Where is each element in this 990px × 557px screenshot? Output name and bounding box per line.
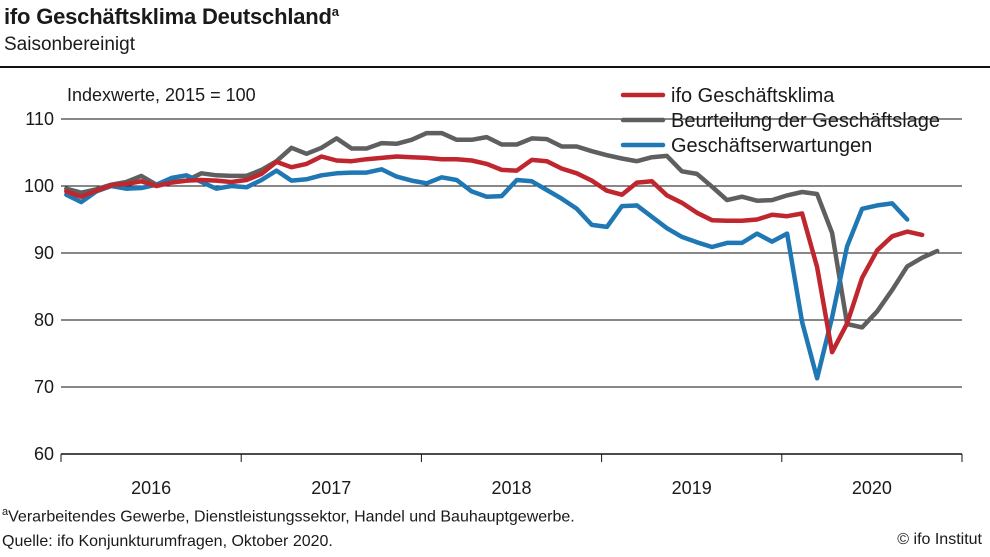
footnote: aVerarbeitendes Gewerbe, Dienstleistungs… xyxy=(2,506,575,526)
y-tick-label: 60 xyxy=(34,444,54,464)
chart-title: ifo Geschäftsklima Deutschlanda xyxy=(4,4,339,30)
y-tick-label: 70 xyxy=(34,377,54,397)
line-chart: 60 70 80 90 100 110 2016 2017 2018 2019 2020 Indexw… xyxy=(24,85,963,498)
source-note: Quelle: ifo Konjunkturumfragen, Oktober … xyxy=(2,533,333,550)
y-tick-label: 90 xyxy=(34,243,54,263)
footnote-mark: a xyxy=(2,506,9,518)
x-tick-label: 2020 xyxy=(852,478,892,498)
x-tick-label: 2019 xyxy=(672,478,712,498)
legend-label: Geschäftserwartungen xyxy=(671,135,872,157)
chart-subtitle: Saisonbereinigt xyxy=(4,34,135,55)
y-tick-label: 80 xyxy=(34,310,54,330)
x-tick-label: 2016 xyxy=(131,478,171,498)
legend-label: ifo Geschäftsklima xyxy=(671,85,835,107)
x-tick-label: 2018 xyxy=(491,478,531,498)
title-footnote-mark: a xyxy=(331,4,339,19)
series-line-1 xyxy=(64,130,940,330)
title-rule xyxy=(0,66,990,68)
series-line-2 xyxy=(64,167,910,381)
copyright: © ifo Institut xyxy=(897,531,982,548)
y-tick-label: 110 xyxy=(25,109,54,129)
x-tick-label: 2017 xyxy=(311,478,351,498)
index-annotation: Indexwerte, 2015 = 100 xyxy=(67,85,256,105)
legend-label: Beurteilung der Geschäftslage xyxy=(671,110,940,132)
chart-title-text: ifo Geschäftsklima Deutschland xyxy=(4,4,332,29)
y-tick-label: 100 xyxy=(24,176,54,196)
series-line-0 xyxy=(64,154,925,355)
footnote-text: Verarbeitendes Gewerbe, Dienstleistungss… xyxy=(8,508,575,526)
